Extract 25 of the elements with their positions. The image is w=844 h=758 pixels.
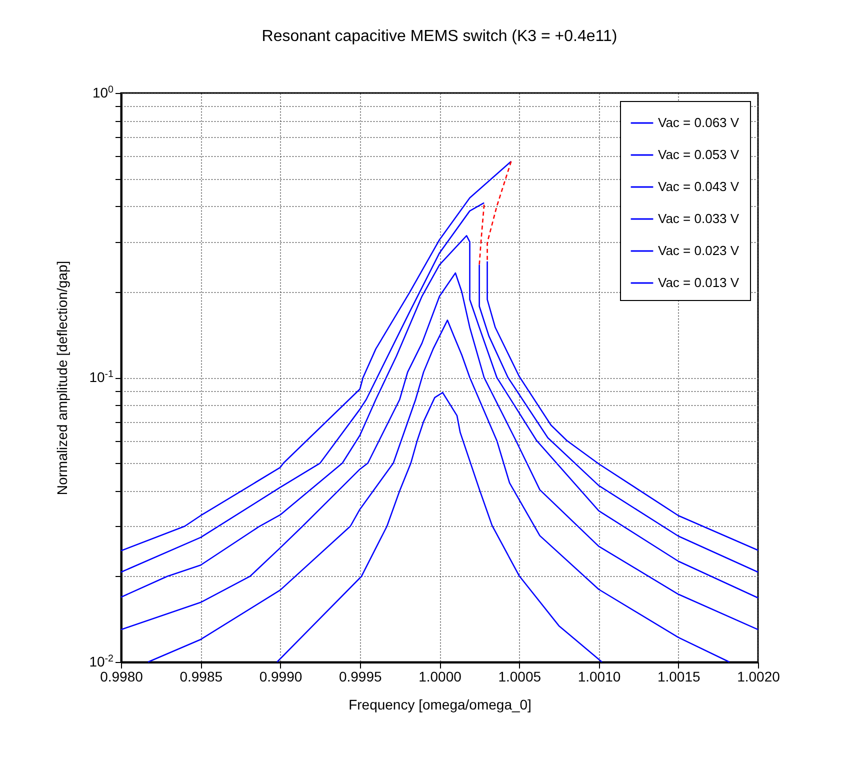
line-series — [276, 392, 603, 663]
x-tick-label: 1.0000 — [418, 668, 462, 684]
x-tick-label: 1.0005 — [498, 668, 542, 684]
x-tick-label: 1.0015 — [657, 668, 700, 684]
x-tick-label: 0.9990 — [259, 668, 302, 684]
line-series — [120, 272, 759, 630]
legend-label: Vac = 0.043 V — [658, 179, 740, 194]
x-tick-label: 1.0010 — [578, 668, 621, 684]
y-axis-title: Normalized amplitude [deflection/gap] — [54, 260, 70, 496]
chart-title: Resonant capacitive MEMS switch (K3 = +0.4e11) — [262, 28, 618, 45]
x-tick-label: 1.0020 — [737, 668, 780, 684]
x-tick-label: 0.9980 — [100, 668, 144, 684]
legend-label: Vac = 0.023 V — [658, 243, 740, 258]
legend-label: Vac = 0.053 V — [658, 147, 740, 162]
y-tick-label: 10$^{0}$ — [92, 84, 114, 100]
legend-label: Vac = 0.063 V — [658, 115, 740, 130]
legend-label: Vac = 0.013 V — [658, 275, 740, 290]
line-series — [486, 160, 512, 262]
y-tick-label: 10$^{-2}$ — [89, 653, 114, 670]
legend-label: Vac = 0.033 V — [658, 211, 740, 226]
x-tick-label: 0.9985 — [180, 668, 223, 684]
y-tick-label: 10$^{-1}$ — [89, 368, 114, 385]
x-tick-label: 0.9995 — [338, 668, 382, 684]
x-axis-title: Frequency [omega/omega_0] — [348, 696, 532, 712]
line-series — [147, 320, 730, 663]
